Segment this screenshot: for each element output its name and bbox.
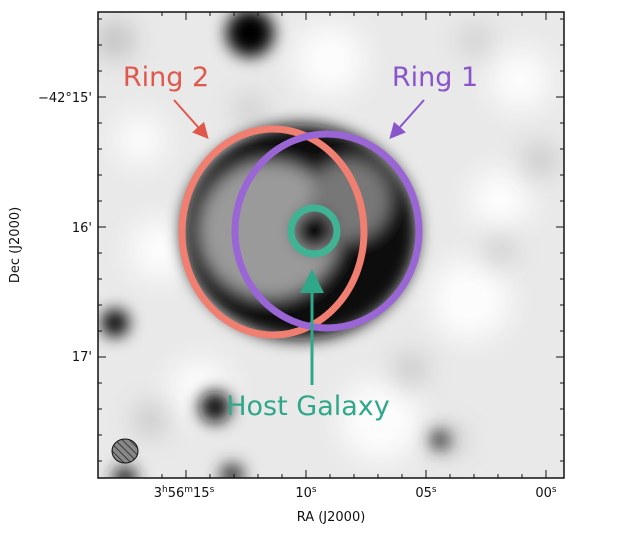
ring-1-label: Ring 1 xyxy=(392,62,478,93)
x-tick-label: 00s xyxy=(535,485,557,501)
x-tick-label: 10s xyxy=(295,485,317,501)
x-tick-label: 05s xyxy=(415,485,437,501)
tick-marks xyxy=(98,12,564,478)
ring-2-ellipse xyxy=(178,125,368,339)
ring-1-arrow xyxy=(389,99,425,139)
y-tick-label: −42°15' xyxy=(38,91,92,106)
x-tick-label: 3h56m15s xyxy=(154,485,215,501)
y-tick-labels: −42°15' 16' 17' xyxy=(38,91,92,365)
plot-frame xyxy=(97,11,565,479)
x-axis-label: RA (J2000) xyxy=(297,510,366,525)
y-tick-label: 16' xyxy=(72,221,92,236)
host-galaxy-label: Host Galaxy xyxy=(226,391,390,422)
ring-2-arrow xyxy=(173,99,209,139)
beam-ellipse-icon xyxy=(111,438,139,464)
host-galaxy-circle xyxy=(287,204,341,258)
radio-image xyxy=(98,12,564,478)
ring-2-label: Ring 2 xyxy=(123,62,209,93)
x-tick-labels: 3h56m15s 10s 05s 00s xyxy=(154,485,557,501)
y-tick-label: 17' xyxy=(72,350,92,365)
ring-1-ellipse xyxy=(231,130,423,332)
y-axis-label: Dec (J2000) xyxy=(8,207,23,283)
